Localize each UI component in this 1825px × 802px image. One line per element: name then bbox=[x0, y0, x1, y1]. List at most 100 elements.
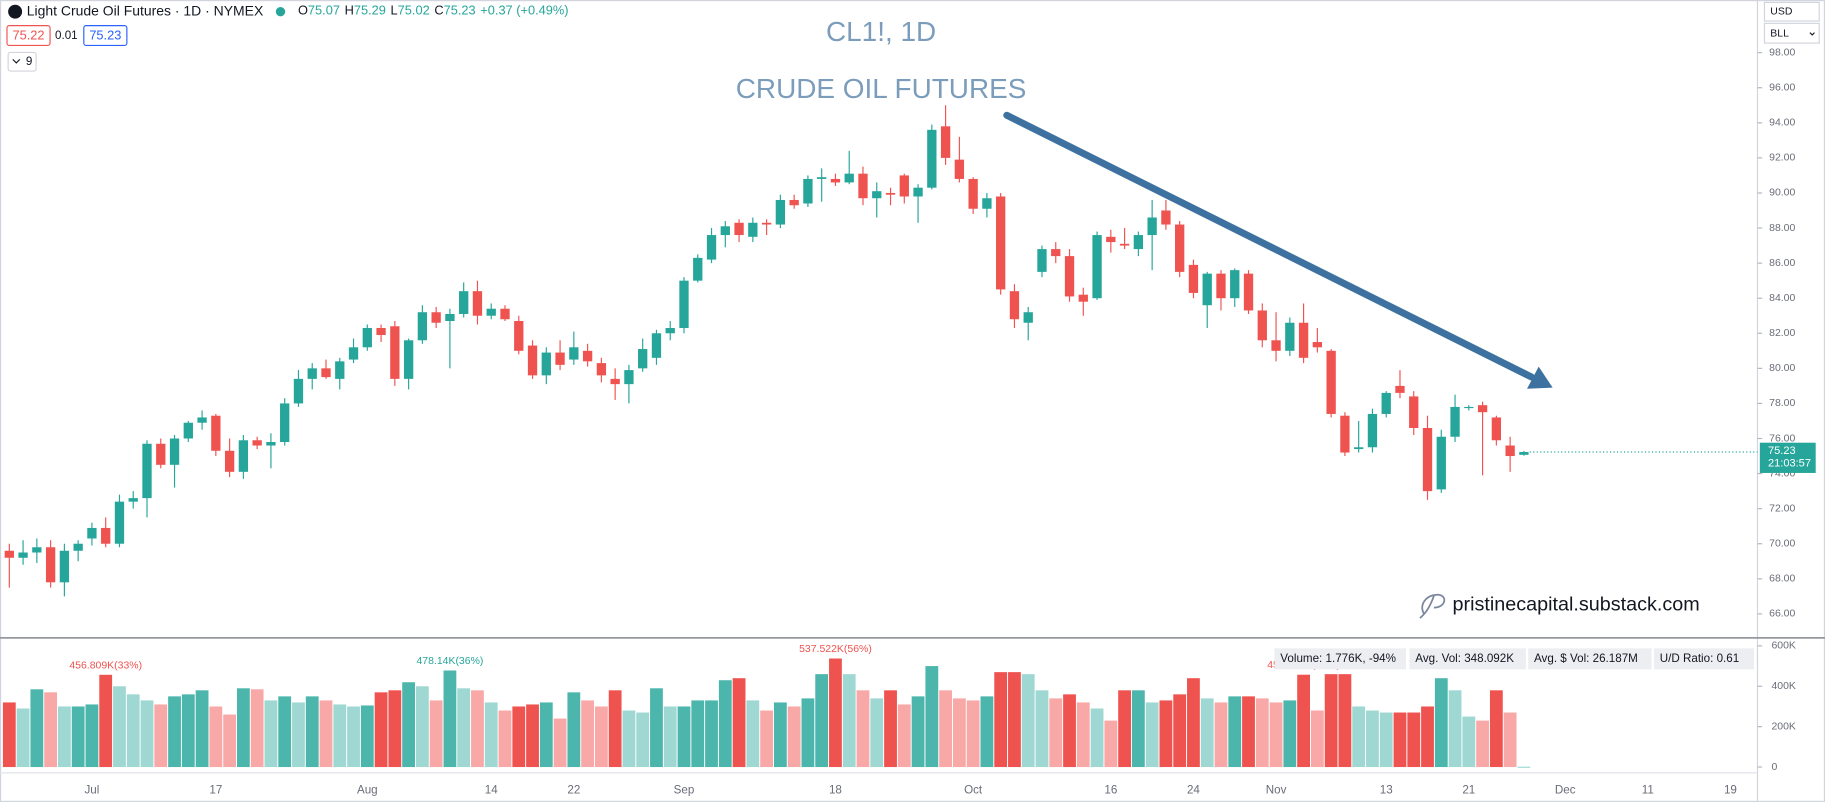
volume-bar bbox=[195, 690, 209, 768]
indicators-toggle[interactable] bbox=[7, 51, 37, 72]
x-tick-label: 13 bbox=[1380, 783, 1393, 796]
volume-bar bbox=[553, 718, 567, 768]
volume-bar bbox=[1462, 716, 1476, 768]
volume-bar bbox=[278, 696, 292, 768]
candle-body bbox=[18, 552, 28, 558]
volume-label: 478.14K(36%) bbox=[416, 656, 483, 667]
bid-box[interactable] bbox=[6, 25, 51, 47]
volume-bar bbox=[154, 704, 168, 768]
stat-box bbox=[1409, 648, 1526, 670]
currency: USD bbox=[1770, 6, 1793, 17]
candle-body bbox=[1037, 249, 1047, 272]
unit-box[interactable] bbox=[1763, 22, 1820, 44]
volume-bar bbox=[925, 666, 939, 768]
volume-bar bbox=[1517, 766, 1531, 768]
candle-body bbox=[1106, 236, 1116, 243]
candle-body bbox=[1078, 294, 1088, 302]
volume-bar bbox=[650, 688, 663, 768]
candle-body bbox=[858, 173, 868, 199]
volume-bar bbox=[608, 690, 622, 768]
x-tick-label: 21 bbox=[1462, 783, 1475, 796]
volume-bar bbox=[663, 706, 677, 768]
x-tick-label: 19 bbox=[1724, 783, 1737, 796]
volume-bar bbox=[594, 706, 608, 768]
y-tick-label: 80.00 bbox=[1769, 363, 1795, 374]
volume-bar bbox=[1076, 702, 1090, 768]
volume-bar bbox=[939, 690, 953, 768]
volume-bar bbox=[526, 704, 539, 768]
volume-bar bbox=[732, 678, 746, 768]
volume-bar bbox=[292, 702, 305, 768]
candle-body bbox=[1491, 417, 1502, 441]
candle-body bbox=[1243, 273, 1254, 311]
volume-bar bbox=[952, 698, 966, 768]
volume-bar bbox=[30, 689, 44, 768]
volume-bar bbox=[1434, 678, 1448, 768]
candle-body bbox=[252, 440, 262, 446]
bid: 75.22 bbox=[13, 27, 45, 42]
volume-tick-label: 0 bbox=[1771, 762, 1777, 773]
candle-body bbox=[761, 222, 772, 225]
candle-body bbox=[1092, 235, 1102, 299]
ask-box[interactable] bbox=[83, 25, 128, 47]
volume-bar bbox=[1324, 674, 1338, 768]
volume-bar bbox=[1476, 720, 1489, 768]
candle-body bbox=[1381, 392, 1391, 414]
volume-bar bbox=[360, 705, 374, 768]
candle-body bbox=[1257, 310, 1267, 341]
candle-body bbox=[224, 450, 235, 472]
x-tick-label: 11 bbox=[1642, 783, 1654, 796]
volume-bar bbox=[1283, 700, 1297, 768]
volume-tick-label: 600K bbox=[1771, 641, 1795, 652]
ohlc-value: 75.07 bbox=[308, 3, 340, 18]
volume-bar bbox=[347, 706, 360, 768]
volume-bar bbox=[1297, 674, 1310, 768]
volume-bar bbox=[319, 700, 333, 768]
y-tick-label: 66.00 bbox=[1769, 609, 1795, 620]
volume-bar bbox=[705, 700, 718, 768]
candle-body bbox=[1009, 291, 1020, 320]
volume-label: 537.522K(56%) bbox=[799, 644, 872, 655]
volume-bar bbox=[209, 706, 223, 768]
y-tick-label: 76.00 bbox=[1769, 433, 1795, 444]
candle-body bbox=[1188, 264, 1199, 293]
candle-body bbox=[1354, 447, 1364, 450]
volume-bar bbox=[842, 674, 856, 768]
candle-body bbox=[927, 129, 937, 188]
candle-body bbox=[321, 368, 331, 378]
currency-box[interactable] bbox=[1763, 1, 1820, 22]
x-tick-label: 14 bbox=[485, 783, 498, 796]
symbol-icon bbox=[8, 4, 23, 19]
volume-bar bbox=[1269, 702, 1283, 768]
x-tick-label: Sep bbox=[674, 783, 695, 796]
y-tick-label: 74.00 bbox=[1769, 468, 1795, 479]
candle-body bbox=[1216, 273, 1226, 299]
volume-bar bbox=[1379, 712, 1393, 768]
volume-bar bbox=[512, 706, 526, 768]
candle-body bbox=[1051, 249, 1061, 257]
volume-bar bbox=[126, 694, 140, 768]
stat: Avg. Vol: 348.092K bbox=[1415, 652, 1514, 665]
candle-body bbox=[775, 199, 786, 225]
stat: Avg. $ Vol: 26.187M bbox=[1534, 652, 1638, 665]
unit: BLL bbox=[1770, 29, 1789, 40]
candle-body bbox=[1133, 235, 1144, 250]
candle-body bbox=[459, 291, 469, 314]
volume-bar bbox=[567, 692, 581, 768]
chart-subtitle: CRUDE OIL FUTURES bbox=[736, 73, 1027, 104]
candle-body bbox=[169, 438, 180, 465]
candle-body bbox=[114, 501, 125, 544]
candle-body bbox=[1285, 322, 1295, 351]
x-tick-label: 16 bbox=[1104, 783, 1117, 796]
ohlc-key: O bbox=[298, 3, 308, 18]
candle-body bbox=[280, 403, 290, 443]
candle-body bbox=[582, 350, 593, 362]
y-tick-label: 82.00 bbox=[1769, 328, 1795, 339]
volume-bar bbox=[2, 702, 16, 768]
volume-bar bbox=[539, 702, 553, 768]
volume-bar bbox=[980, 696, 994, 768]
candle-body bbox=[431, 312, 441, 323]
volume-bar bbox=[1021, 674, 1035, 768]
volume-bar bbox=[994, 672, 1008, 768]
